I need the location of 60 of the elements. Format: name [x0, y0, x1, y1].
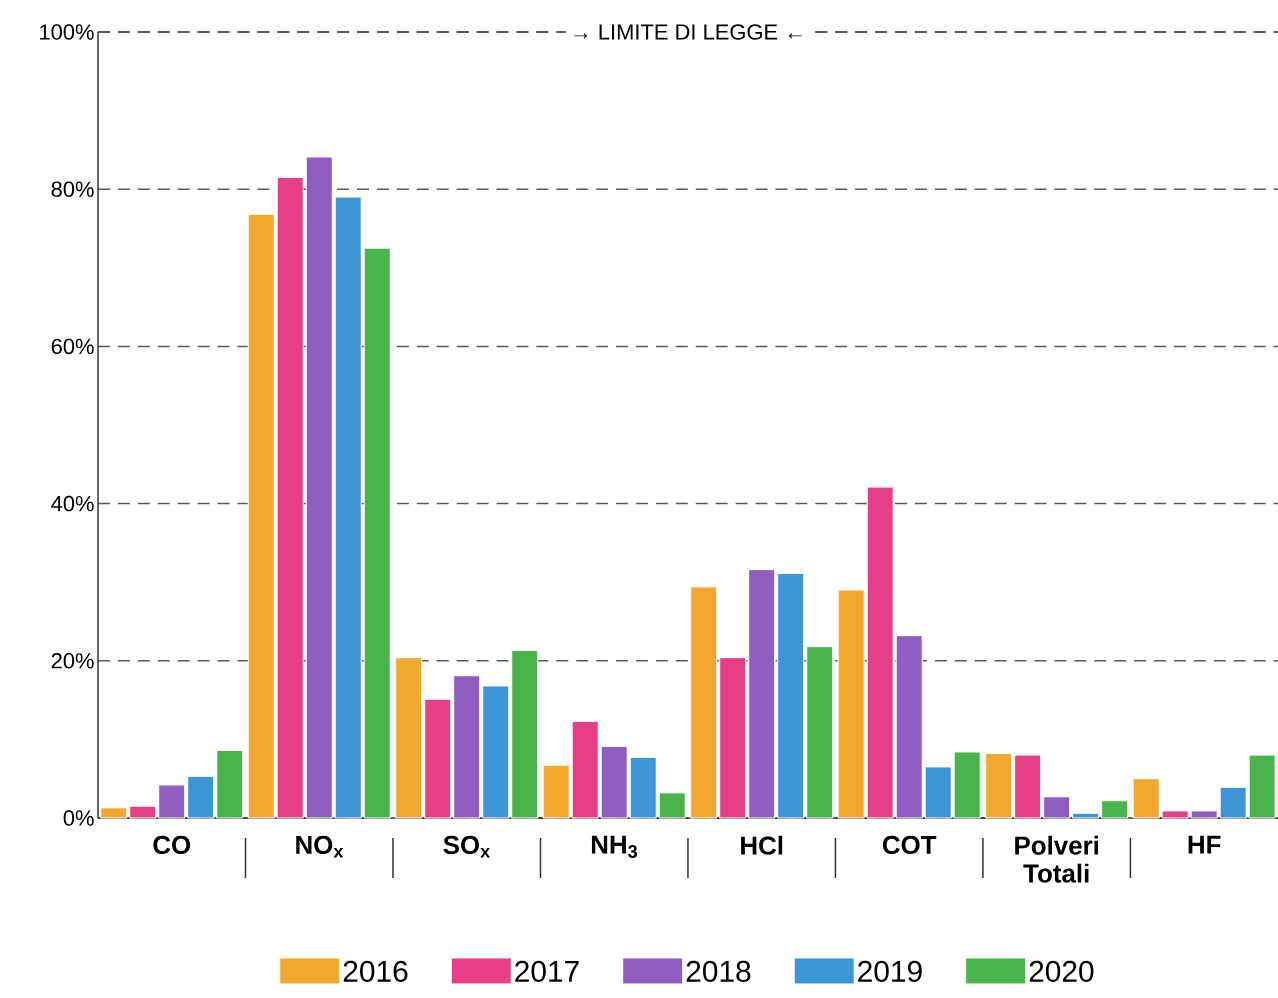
y-tick-label: 100%	[40, 24, 94, 40]
bar	[837, 589, 865, 819]
bar	[276, 176, 304, 819]
bar	[748, 569, 776, 819]
bar	[542, 764, 570, 819]
y-tick-label: 40%	[51, 495, 94, 512]
bar	[1101, 800, 1129, 819]
legend-label: 2016	[343, 960, 408, 982]
bar	[363, 247, 391, 819]
bar	[424, 698, 452, 819]
legend-label: 2017	[515, 960, 579, 982]
legend-label: 2020	[1029, 960, 1094, 982]
bar	[453, 675, 481, 819]
bar	[395, 657, 423, 819]
x-tick-label: NH$_{3}$	[591, 835, 638, 858]
bar	[658, 792, 686, 819]
legend-label: 2018	[686, 960, 751, 982]
bar	[953, 751, 981, 819]
bar	[719, 657, 747, 819]
bar	[806, 646, 834, 819]
x-tick-label: HF	[1188, 835, 1221, 854]
bar	[1043, 796, 1071, 819]
bar	[1219, 786, 1247, 819]
legend-label: 2019	[858, 960, 922, 982]
x-tick-label: SO$_{x}$	[443, 835, 491, 858]
bar	[629, 756, 657, 819]
bar	[247, 213, 275, 819]
bar	[1014, 754, 1042, 819]
x-tick-label: HCl	[741, 835, 783, 855]
y-tick-label: 80%	[51, 181, 94, 197]
ref-line-label: → LIMITE DI LEGGE ←	[574, 24, 802, 40]
bar	[985, 753, 1013, 819]
bar	[866, 486, 894, 819]
bar	[777, 573, 805, 819]
x-tick-label: Polveri Totali	[1015, 835, 1099, 883]
x-tick-label: CO	[153, 835, 191, 855]
bar	[305, 156, 333, 819]
bar	[187, 775, 215, 819]
y-tick-label: 0%	[63, 810, 94, 826]
bar	[1132, 778, 1160, 819]
bar	[1190, 810, 1218, 819]
bar	[511, 650, 539, 819]
x-tick-label: NO$_{x}$	[296, 835, 344, 858]
bar	[482, 685, 510, 819]
bar	[100, 807, 128, 819]
bar	[1161, 810, 1189, 819]
bar	[690, 586, 718, 819]
bar	[216, 749, 244, 819]
bar	[600, 745, 628, 819]
bar	[334, 196, 362, 819]
bar	[1072, 812, 1100, 819]
bar	[571, 720, 599, 819]
bar	[895, 635, 923, 819]
y-tick-label: 20%	[51, 653, 94, 669]
bar	[129, 805, 157, 819]
bar	[158, 784, 186, 819]
y-tick-label: 60%	[51, 338, 94, 355]
bar	[1248, 754, 1276, 819]
bar	[924, 766, 952, 819]
x-tick-label: COT	[882, 835, 937, 855]
